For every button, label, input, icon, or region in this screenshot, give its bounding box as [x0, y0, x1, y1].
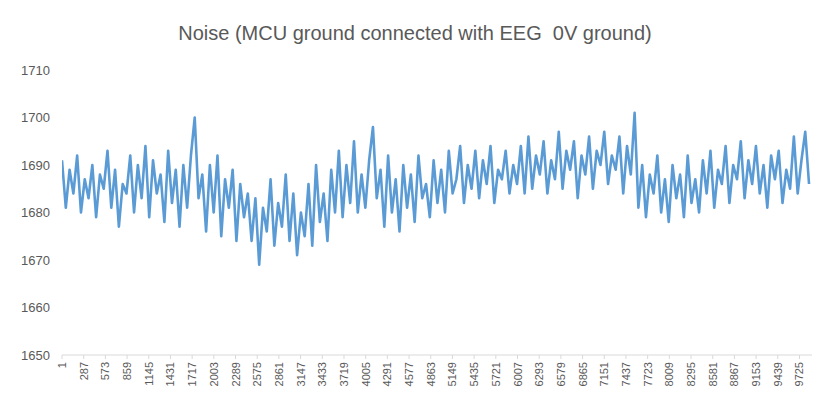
x-tick [278, 355, 279, 359]
x-tick-label: 287 [78, 362, 90, 380]
x-tick-label: 4863 [425, 362, 437, 386]
x-tick-label: 8581 [707, 362, 719, 386]
x-tick [300, 355, 301, 359]
x-tick-label: 3433 [316, 362, 328, 386]
x-tick-label: 4577 [403, 362, 415, 386]
x-tick-label: 3719 [338, 362, 350, 386]
x-tick [213, 355, 214, 359]
x-tick-label: 8295 [685, 362, 697, 386]
x-tick-label: 8009 [663, 362, 675, 386]
x-tick [517, 355, 518, 359]
x-tick [322, 355, 323, 359]
x-tick [495, 355, 496, 359]
x-tick [734, 355, 735, 359]
x-tick [62, 355, 63, 359]
x-tick [387, 355, 388, 359]
x-tick-label: 9153 [750, 362, 762, 386]
x-tick [105, 355, 106, 359]
x-tick-label: 3147 [295, 362, 307, 386]
x-tick-label: 8867 [728, 362, 740, 386]
x-tick-label: 573 [99, 362, 111, 380]
x-tick [235, 355, 236, 359]
y-tick-label: 1700 [21, 110, 50, 125]
x-tick [625, 355, 626, 359]
x-tick-label: 4005 [360, 362, 372, 386]
y-tick-label: 1690 [21, 158, 50, 173]
x-tick [669, 355, 670, 359]
x-tick [127, 355, 128, 359]
x-tick [474, 355, 475, 359]
x-tick [582, 355, 583, 359]
x-tick [148, 355, 149, 359]
x-tick-label: 5435 [468, 362, 480, 386]
x-tick [83, 355, 84, 359]
x-tick [756, 355, 757, 359]
x-tick-label: 9439 [772, 362, 784, 386]
x-tick-label: 6007 [512, 362, 524, 386]
x-tick-label: 7723 [642, 362, 654, 386]
x-tick [170, 355, 171, 359]
chart: Noise (MCU ground connected with EEG 0V … [0, 0, 830, 415]
y-tick-label: 1670 [21, 253, 50, 268]
x-tick [799, 355, 800, 359]
x-tick [343, 355, 344, 359]
x-tick-label: 5721 [490, 362, 502, 386]
x-tick-label: 7151 [598, 362, 610, 386]
y-tick-label: 1660 [21, 300, 50, 315]
x-tick [409, 355, 410, 359]
plot-area [62, 113, 809, 265]
x-tick-label: 1717 [186, 362, 198, 386]
x-tick-label: 6579 [555, 362, 567, 386]
x-tick-label: 2003 [208, 362, 220, 386]
x-tick-label: 7437 [620, 362, 632, 386]
data-line [62, 113, 809, 265]
chart-title: Noise (MCU ground connected with EEG 0V … [178, 22, 652, 44]
x-tick-label: 1 [56, 362, 68, 368]
x-tick [192, 355, 193, 359]
x-tick [777, 355, 778, 359]
x-tick [452, 355, 453, 359]
x-tick [539, 355, 540, 359]
x-tick-label: 6865 [577, 362, 589, 386]
x-tick [604, 355, 605, 359]
x-tick-label: 6293 [533, 362, 545, 386]
x-tick [430, 355, 431, 359]
x-tick [257, 355, 258, 359]
x-tick [365, 355, 366, 359]
x-tick-label: 2575 [251, 362, 263, 386]
x-tick-label: 4291 [381, 362, 393, 386]
x-tick-label: 2861 [273, 362, 285, 386]
x-tick [560, 355, 561, 359]
y-tick-label: 1680 [21, 205, 50, 220]
y-tick-label: 1710 [21, 63, 50, 78]
x-tick-label: 9725 [793, 362, 805, 386]
x-tick [691, 355, 692, 359]
x-tick [712, 355, 713, 359]
x-tick-label: 1145 [143, 362, 155, 386]
x-tick [647, 355, 648, 359]
x-axis-line [62, 355, 812, 356]
x-tick-label: 859 [121, 362, 133, 380]
x-tick-label: 1431 [164, 362, 176, 386]
y-tick-label: 1650 [21, 348, 50, 363]
x-tick-label: 5149 [446, 362, 458, 386]
x-tick-label: 2289 [230, 362, 242, 386]
